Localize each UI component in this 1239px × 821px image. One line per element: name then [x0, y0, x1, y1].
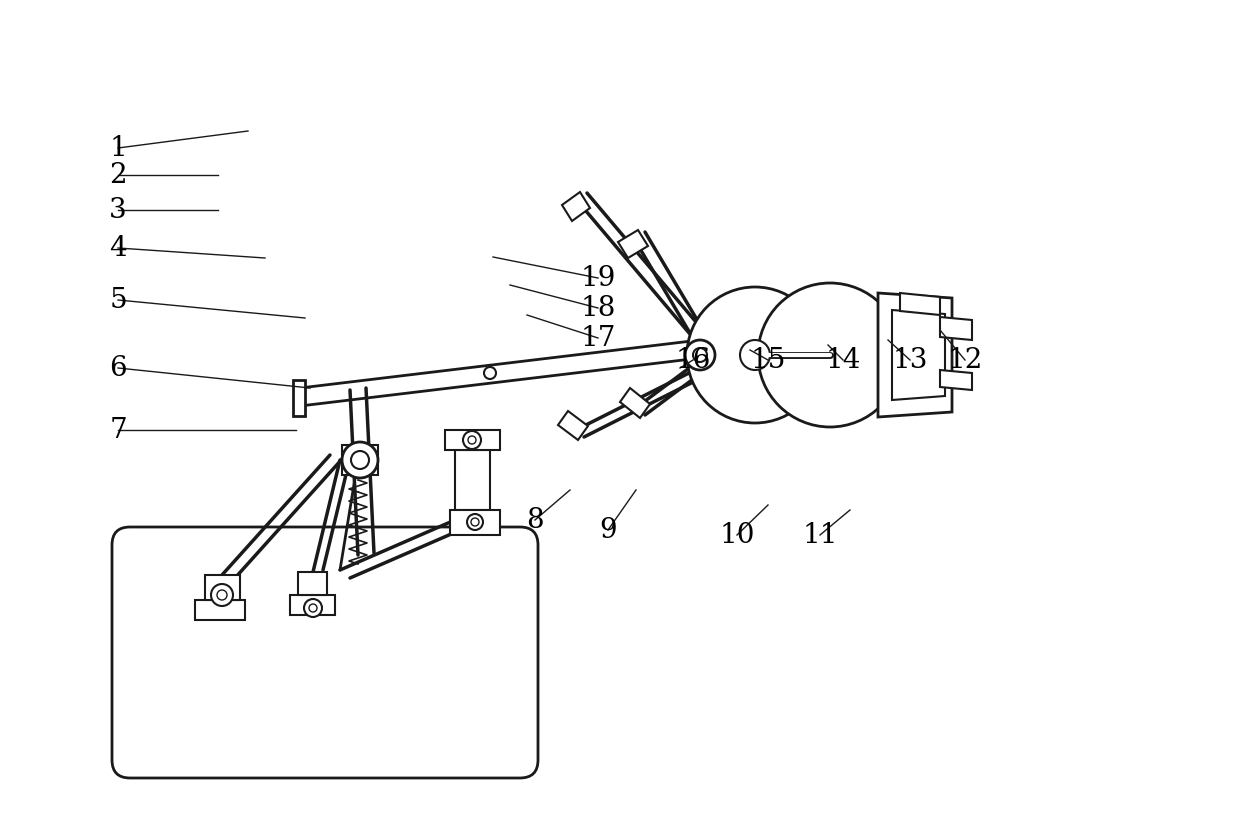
Text: 8: 8	[527, 507, 544, 534]
Circle shape	[693, 348, 707, 362]
Polygon shape	[450, 510, 501, 535]
Circle shape	[758, 283, 902, 427]
Polygon shape	[342, 445, 378, 475]
Text: 7: 7	[109, 416, 126, 443]
Text: 15: 15	[751, 346, 786, 374]
Text: 2: 2	[109, 162, 126, 189]
Circle shape	[685, 340, 715, 370]
Polygon shape	[299, 572, 327, 595]
Polygon shape	[558, 411, 589, 440]
Polygon shape	[204, 575, 240, 600]
Circle shape	[740, 340, 769, 370]
Circle shape	[351, 451, 369, 469]
Text: 14: 14	[825, 346, 861, 374]
Text: 18: 18	[580, 295, 616, 322]
Polygon shape	[290, 595, 335, 615]
Text: 17: 17	[580, 324, 616, 351]
Polygon shape	[940, 317, 973, 340]
Polygon shape	[292, 380, 305, 416]
Circle shape	[309, 604, 317, 612]
Text: 10: 10	[720, 521, 755, 548]
Polygon shape	[300, 340, 700, 406]
Circle shape	[304, 599, 322, 617]
FancyBboxPatch shape	[112, 527, 538, 778]
Text: 19: 19	[580, 264, 616, 291]
Circle shape	[211, 584, 233, 606]
Polygon shape	[878, 293, 952, 417]
Polygon shape	[892, 310, 945, 400]
Text: 11: 11	[802, 521, 838, 548]
Text: 13: 13	[892, 346, 928, 374]
Text: 6: 6	[109, 355, 126, 382]
Circle shape	[686, 287, 823, 423]
Text: 5: 5	[109, 287, 126, 314]
Polygon shape	[455, 450, 489, 510]
Text: 1: 1	[109, 135, 126, 162]
Polygon shape	[620, 388, 650, 418]
Text: 16: 16	[675, 346, 711, 374]
Polygon shape	[900, 293, 940, 315]
Polygon shape	[618, 230, 648, 258]
Circle shape	[468, 436, 476, 444]
Polygon shape	[940, 370, 973, 390]
Polygon shape	[445, 430, 501, 450]
Circle shape	[484, 367, 496, 379]
Polygon shape	[563, 192, 590, 221]
Text: 9: 9	[600, 516, 617, 544]
Circle shape	[467, 514, 483, 530]
Circle shape	[217, 590, 227, 600]
Text: 3: 3	[109, 196, 126, 223]
Text: 4: 4	[109, 235, 126, 262]
Polygon shape	[195, 600, 245, 620]
Circle shape	[463, 431, 481, 449]
Circle shape	[342, 442, 378, 478]
Circle shape	[471, 518, 479, 526]
Text: 12: 12	[948, 346, 983, 374]
